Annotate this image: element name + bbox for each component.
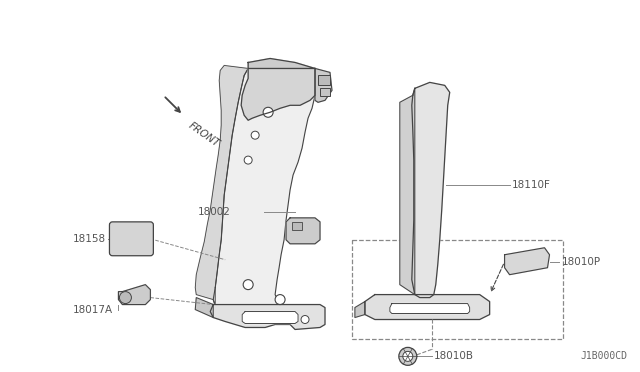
Text: 18010P: 18010P <box>561 257 600 267</box>
Polygon shape <box>355 302 365 318</box>
Polygon shape <box>365 295 490 320</box>
Polygon shape <box>118 285 150 305</box>
Text: J1B000CD: J1B000CD <box>580 351 627 361</box>
Circle shape <box>399 347 417 365</box>
Circle shape <box>120 292 131 304</box>
Circle shape <box>244 156 252 164</box>
Polygon shape <box>286 218 320 244</box>
FancyBboxPatch shape <box>318 76 330 86</box>
Polygon shape <box>390 304 470 314</box>
Polygon shape <box>242 311 298 324</box>
Circle shape <box>263 107 273 117</box>
Text: 18017A: 18017A <box>72 305 113 315</box>
Polygon shape <box>504 248 550 275</box>
Circle shape <box>403 352 413 361</box>
FancyBboxPatch shape <box>109 222 154 256</box>
Text: 18002: 18002 <box>198 207 231 217</box>
Text: 18110F: 18110F <box>511 180 550 190</box>
FancyBboxPatch shape <box>320 89 330 96</box>
Polygon shape <box>195 65 248 305</box>
Text: FRONT: FRONT <box>186 120 221 149</box>
Circle shape <box>243 280 253 290</box>
Circle shape <box>251 131 259 139</box>
Polygon shape <box>248 58 315 68</box>
Polygon shape <box>400 89 415 295</box>
Polygon shape <box>241 68 315 120</box>
Circle shape <box>275 295 285 305</box>
FancyBboxPatch shape <box>292 222 302 230</box>
Circle shape <box>301 315 309 324</box>
Polygon shape <box>195 298 213 318</box>
Polygon shape <box>210 305 325 330</box>
Text: 18158: 18158 <box>72 234 106 244</box>
Polygon shape <box>213 68 320 327</box>
Polygon shape <box>412 82 450 298</box>
Polygon shape <box>315 68 332 102</box>
Text: 18010B: 18010B <box>434 352 474 361</box>
